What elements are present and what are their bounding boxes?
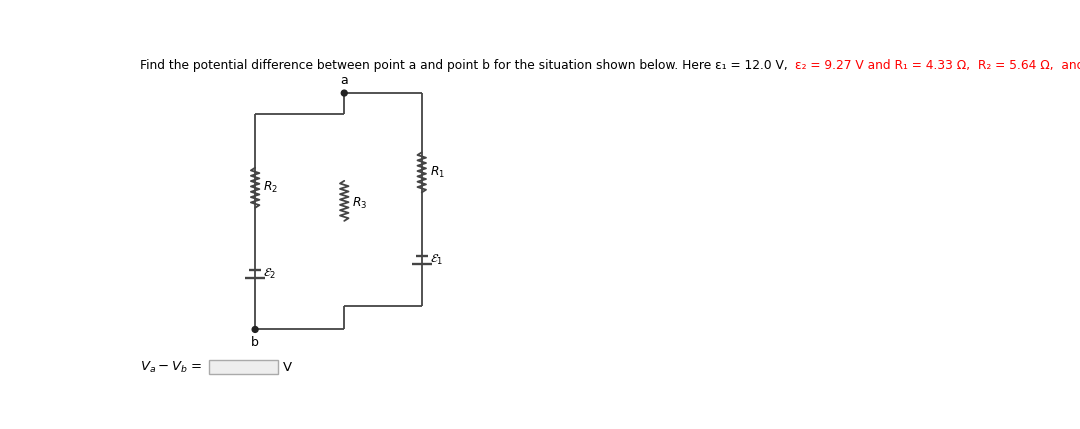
Bar (208, 360, 279, 374)
Text: Find the potential difference between point a and point b for the situation show: Find the potential difference between po… (139, 59, 795, 72)
Text: ε₂ = 9.27 V and R₁ = 4.33 Ω,  R₂ = 5.64 Ω,  and R₃ = 2.48 Ω.: ε₂ = 9.27 V and R₁ = 4.33 Ω, R₂ = 5.64 Ω… (795, 59, 1080, 72)
Text: $R_2$: $R_2$ (262, 180, 278, 195)
Circle shape (253, 326, 258, 332)
Text: $R_3$: $R_3$ (352, 196, 367, 211)
Text: $R_1$: $R_1$ (430, 165, 445, 180)
Text: $\mathcal{E}_2$: $\mathcal{E}_2$ (262, 267, 276, 281)
Text: a: a (340, 73, 348, 87)
Text: V: V (283, 361, 293, 374)
Text: $\mathcal{E}_1$: $\mathcal{E}_1$ (430, 253, 443, 267)
Text: $V_a - V_b$ =: $V_a - V_b$ = (139, 360, 202, 375)
Circle shape (341, 90, 347, 96)
Text: b: b (252, 336, 259, 349)
